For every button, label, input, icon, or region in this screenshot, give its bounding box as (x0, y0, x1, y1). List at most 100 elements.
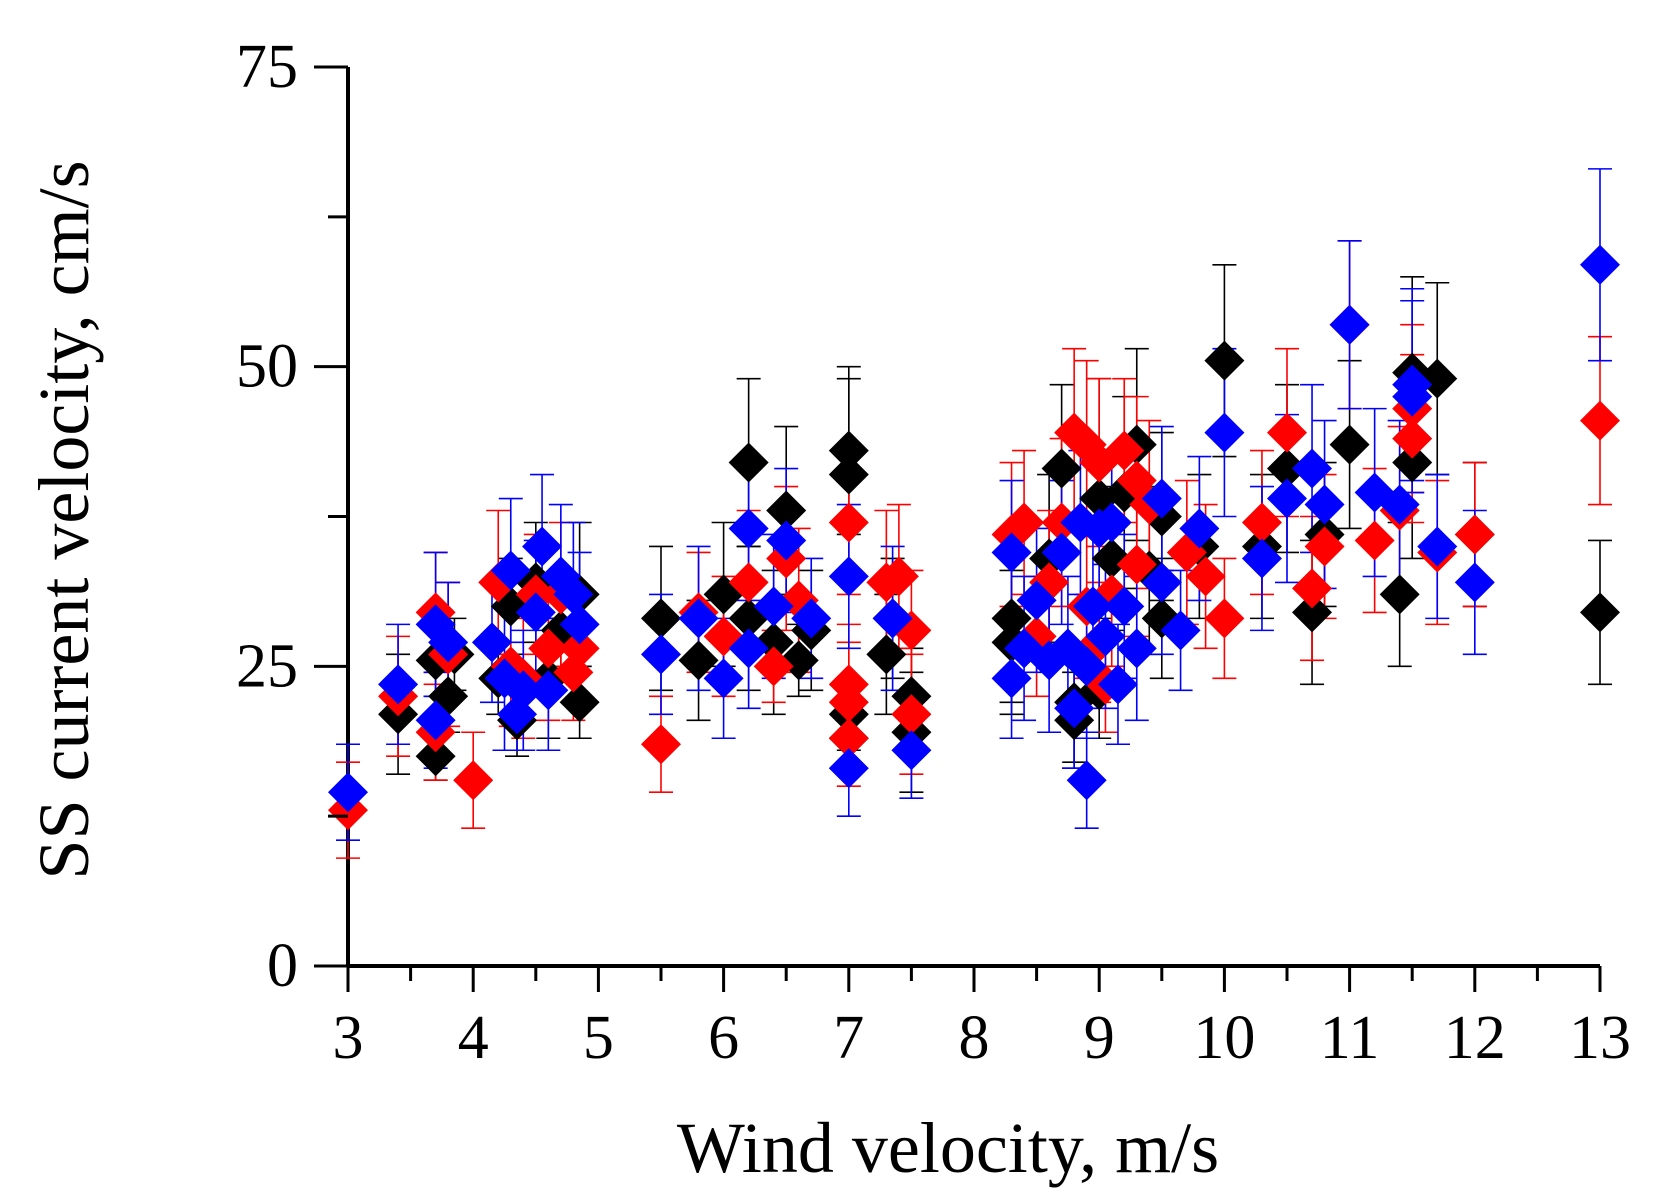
data-point-black (991, 598, 1032, 639)
data-point-blue (515, 592, 556, 633)
data-point-black (828, 454, 869, 495)
data-point-red (828, 682, 869, 723)
data-point-blue (1241, 538, 1282, 579)
data-point-blue (1580, 244, 1620, 285)
data-point-black (828, 430, 869, 471)
data-point-blue (378, 664, 419, 705)
data-point-red (1004, 502, 1045, 543)
data-point-blue (1267, 478, 1307, 519)
data-point-blue (490, 550, 531, 591)
data-point-black (728, 442, 769, 483)
data-point-blue (328, 772, 368, 813)
data-point-black (866, 634, 907, 675)
data-point-blue (553, 574, 594, 615)
data-point-blue (1097, 664, 1138, 705)
error-bars (336, 168, 1612, 859)
data-point-blue (1091, 502, 1132, 543)
data-point-blue (703, 658, 744, 699)
x-tick-label: 10 (1193, 1004, 1255, 1072)
data-point-blue (1104, 586, 1145, 627)
data-point-black (1204, 340, 1245, 381)
data-point-blue (678, 598, 719, 639)
data-point-black (1041, 448, 1082, 489)
data-point-red (828, 718, 869, 759)
data-point-blue (1417, 526, 1458, 567)
data-point-blue (1179, 508, 1220, 549)
y-axis-label: SS current velocity, cm/s (24, 160, 104, 879)
data-point-blue (1085, 616, 1126, 657)
x-axis-label: Wind velocity, m/s (677, 1108, 1219, 1188)
data-point-red (878, 556, 919, 597)
data-point-blue (828, 748, 869, 789)
data-point-blue (991, 532, 1032, 573)
x-tick-label: 4 (458, 1004, 489, 1072)
data-point-black (1392, 442, 1433, 483)
data-point-blue (1204, 412, 1245, 453)
data-point-blue (1016, 580, 1057, 621)
x-tick-label: 11 (1320, 1004, 1380, 1072)
data-point-black (1292, 592, 1333, 633)
data-point-red (1241, 502, 1282, 543)
data-point-blue (1066, 760, 1107, 801)
data-point-blue (728, 628, 769, 669)
data-point-black (641, 598, 681, 639)
data-point-red (641, 724, 681, 765)
data-point-red (1104, 430, 1145, 471)
data-point-blue (1304, 484, 1345, 525)
data-point-blue (415, 700, 456, 741)
data-point-red (559, 628, 600, 669)
data-point-blue (1054, 688, 1095, 729)
y-tick-label: 0 (267, 932, 298, 1000)
data-point-blue (872, 598, 913, 639)
data-point-blue (828, 556, 869, 597)
data-point-blue (471, 622, 512, 663)
data-point-red (1292, 568, 1333, 609)
data-point-blue (428, 622, 469, 663)
data-point-red (1354, 520, 1395, 561)
data-point-red (453, 760, 494, 801)
data-point-red (891, 694, 932, 735)
x-tick-label: 3 (333, 1004, 364, 1072)
data-point-blue (503, 670, 544, 711)
data-point-blue (641, 634, 681, 675)
data-point-red (1454, 514, 1495, 555)
x-tick-label: 7 (833, 1004, 864, 1072)
data-point-blue (1292, 448, 1333, 489)
x-tick-label: 8 (959, 1004, 990, 1072)
data-point-blue (559, 604, 600, 645)
data-point-blue (791, 598, 832, 639)
data-point-blue (1329, 304, 1370, 345)
data-point-black (1267, 448, 1307, 489)
data-point-blue (766, 520, 807, 561)
data-point-red (1267, 412, 1307, 453)
data-point-black (559, 682, 600, 723)
data-point-blue (528, 670, 569, 711)
data-point-red (1116, 544, 1157, 585)
data-point-blue (1454, 562, 1495, 603)
data-point-red (1580, 400, 1620, 441)
x-tick-label: 9 (1084, 1004, 1115, 1072)
x-tick-label: 13 (1569, 1004, 1631, 1072)
data-point-blue (1066, 646, 1107, 687)
data-point-blue (753, 586, 794, 627)
data-point-blue (1141, 478, 1182, 519)
data-markers (328, 244, 1620, 831)
y-tick-label: 25 (236, 632, 298, 700)
x-tick-label: 5 (583, 1004, 614, 1072)
data-point-red (1185, 556, 1226, 597)
data-point-blue (1116, 628, 1157, 669)
data-point-black (766, 490, 807, 531)
y-tick-label: 75 (236, 33, 298, 101)
data-point-black (1329, 424, 1370, 465)
y-axis-ticks: 0 25 50 75 (236, 33, 348, 1000)
data-point-black (678, 640, 719, 681)
data-point-red (528, 628, 569, 669)
data-point-blue (991, 658, 1032, 699)
data-point-blue (1141, 562, 1182, 603)
y-tick-label: 50 (236, 333, 298, 401)
data-point-blue (1160, 610, 1201, 651)
data-point-blue (522, 526, 563, 567)
data-point-blue (891, 730, 932, 771)
data-point-red (828, 502, 869, 543)
